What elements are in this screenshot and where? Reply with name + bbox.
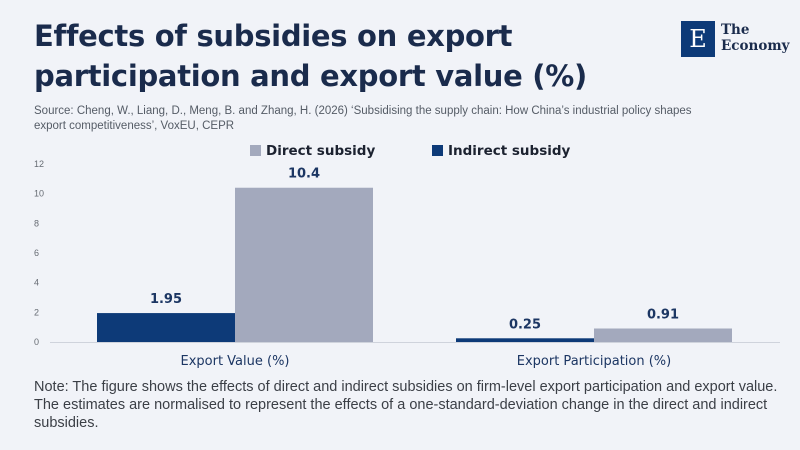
y-tick-label: 8 (34, 218, 39, 228)
legend-swatch-direct-subsidy (250, 145, 261, 156)
legend-swatch-indirect-subsidy (432, 145, 443, 156)
legend-label-direct-subsidy: Direct subsidy (266, 143, 375, 159)
bar-value-label: 10.4 (288, 167, 320, 182)
y-tick-label: 4 (34, 278, 39, 288)
x-category-label: Export Value (%) (180, 354, 289, 369)
bar-value-label: 0.25 (509, 317, 541, 332)
bar-direct-subsidy-2 (594, 329, 732, 342)
bar-indirect-subsidy-1 (97, 313, 235, 342)
bar-value-label: 1.95 (150, 292, 182, 307)
legend-label-indirect-subsidy: Indirect subsidy (448, 143, 571, 159)
y-tick-label: 10 (34, 189, 44, 199)
bar-indirect-subsidy-2 (456, 338, 594, 342)
bar-direct-subsidy-1 (235, 188, 373, 342)
x-category-label: Export Participation (%) (517, 354, 671, 369)
y-tick-label: 12 (34, 159, 44, 169)
bar-value-label: 0.91 (647, 308, 679, 323)
y-tick-label: 0 (34, 337, 39, 347)
y-tick-label: 2 (34, 307, 39, 317)
y-tick-label: 6 (34, 248, 39, 258)
chart-note: Note: The figure shows the effects of di… (34, 378, 784, 432)
